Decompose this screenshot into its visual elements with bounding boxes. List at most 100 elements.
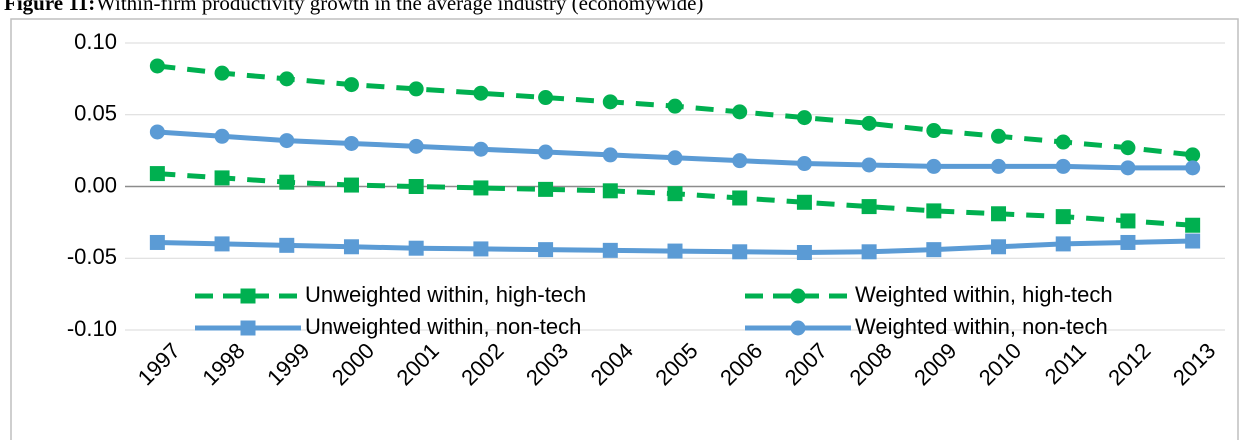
y-tick-label: -0.05 bbox=[67, 244, 117, 269]
marker bbox=[1120, 160, 1136, 176]
marker bbox=[279, 71, 295, 87]
x-tick-label: 2011 bbox=[1040, 338, 1091, 389]
marker bbox=[667, 98, 683, 114]
marker bbox=[926, 123, 942, 139]
figure-label: Figure 11: bbox=[4, 0, 95, 15]
chart-border bbox=[10, 18, 1239, 440]
marker bbox=[214, 170, 230, 186]
marker bbox=[602, 242, 618, 258]
x-tick-label: 2002 bbox=[456, 338, 508, 390]
x-tick-label: 2013 bbox=[1168, 338, 1220, 390]
marker bbox=[1055, 209, 1071, 225]
marker bbox=[279, 133, 295, 149]
marker bbox=[473, 241, 489, 257]
marker bbox=[1120, 140, 1136, 156]
legend-marker bbox=[790, 320, 806, 336]
marker bbox=[1055, 158, 1071, 174]
marker bbox=[991, 239, 1007, 255]
marker bbox=[732, 153, 748, 169]
marker bbox=[408, 240, 424, 256]
legend-marker bbox=[240, 288, 256, 304]
marker bbox=[1185, 217, 1201, 233]
marker bbox=[343, 177, 359, 193]
marker bbox=[538, 242, 554, 258]
x-tick-label: 2010 bbox=[974, 338, 1026, 390]
y-tick-label: -0.10 bbox=[67, 316, 117, 341]
x-tick-label: 2009 bbox=[909, 338, 961, 390]
marker bbox=[279, 237, 295, 253]
marker bbox=[796, 110, 812, 126]
marker bbox=[667, 150, 683, 166]
marker bbox=[473, 141, 489, 157]
x-tick-label: 1997 bbox=[133, 338, 185, 390]
marker bbox=[408, 179, 424, 194]
marker bbox=[343, 239, 359, 255]
x-tick-label: 1999 bbox=[262, 338, 314, 390]
y-tick-label: 0.10 bbox=[74, 29, 117, 54]
legend-label: Weighted within, high-tech bbox=[855, 282, 1113, 307]
marker bbox=[861, 244, 877, 260]
marker bbox=[1055, 134, 1071, 150]
marker bbox=[926, 242, 942, 258]
x-tick-label: 2007 bbox=[780, 338, 832, 390]
legend-label: Unweighted within, high-tech bbox=[305, 282, 586, 307]
marker bbox=[1055, 236, 1071, 252]
marker bbox=[279, 174, 295, 190]
marker bbox=[926, 203, 942, 219]
x-tick-label: 2005 bbox=[650, 338, 702, 390]
marker bbox=[1185, 147, 1201, 163]
legend-marker bbox=[790, 288, 806, 304]
x-tick-label: 2008 bbox=[844, 338, 896, 390]
marker bbox=[408, 138, 424, 154]
x-tick-label: 1998 bbox=[197, 338, 249, 390]
marker bbox=[796, 245, 812, 261]
marker bbox=[732, 104, 748, 120]
marker bbox=[602, 183, 618, 199]
legend-label: Weighted within, non-tech bbox=[855, 314, 1108, 339]
marker bbox=[667, 243, 683, 259]
marker bbox=[149, 124, 165, 140]
chart-title: Within-firm productivity growth in the a… bbox=[96, 0, 703, 15]
legend-label: Unweighted within, non-tech bbox=[305, 314, 581, 339]
marker bbox=[1120, 234, 1136, 250]
marker bbox=[861, 115, 877, 131]
marker bbox=[926, 158, 942, 174]
y-tick-label: 0.05 bbox=[74, 101, 117, 126]
marker bbox=[667, 186, 683, 202]
marker bbox=[343, 77, 359, 93]
marker bbox=[214, 236, 230, 252]
marker bbox=[408, 81, 424, 97]
marker bbox=[538, 90, 554, 106]
x-tick-label: 2006 bbox=[715, 338, 767, 390]
x-tick-label: 2000 bbox=[327, 338, 379, 390]
x-tick-label: 2003 bbox=[521, 338, 573, 390]
marker bbox=[1120, 213, 1136, 229]
y-tick-label: 0.00 bbox=[74, 172, 117, 197]
marker bbox=[602, 94, 618, 110]
marker bbox=[473, 85, 489, 101]
marker bbox=[732, 190, 748, 206]
marker bbox=[1185, 160, 1201, 176]
marker bbox=[473, 180, 489, 196]
marker bbox=[796, 194, 812, 210]
marker bbox=[214, 128, 230, 144]
marker bbox=[602, 147, 618, 163]
marker bbox=[149, 58, 165, 74]
marker bbox=[991, 158, 1007, 174]
legend-marker bbox=[240, 320, 256, 336]
marker bbox=[1185, 233, 1201, 249]
marker bbox=[796, 156, 812, 172]
marker bbox=[732, 244, 748, 260]
marker bbox=[991, 206, 1007, 222]
marker bbox=[538, 181, 554, 197]
marker bbox=[214, 65, 230, 81]
marker bbox=[538, 144, 554, 160]
marker bbox=[861, 199, 877, 215]
marker bbox=[343, 135, 359, 151]
marker bbox=[149, 234, 165, 250]
x-tick-label: 2012 bbox=[1103, 338, 1155, 390]
marker bbox=[149, 166, 165, 182]
marker bbox=[861, 157, 877, 173]
marker bbox=[991, 128, 1007, 144]
